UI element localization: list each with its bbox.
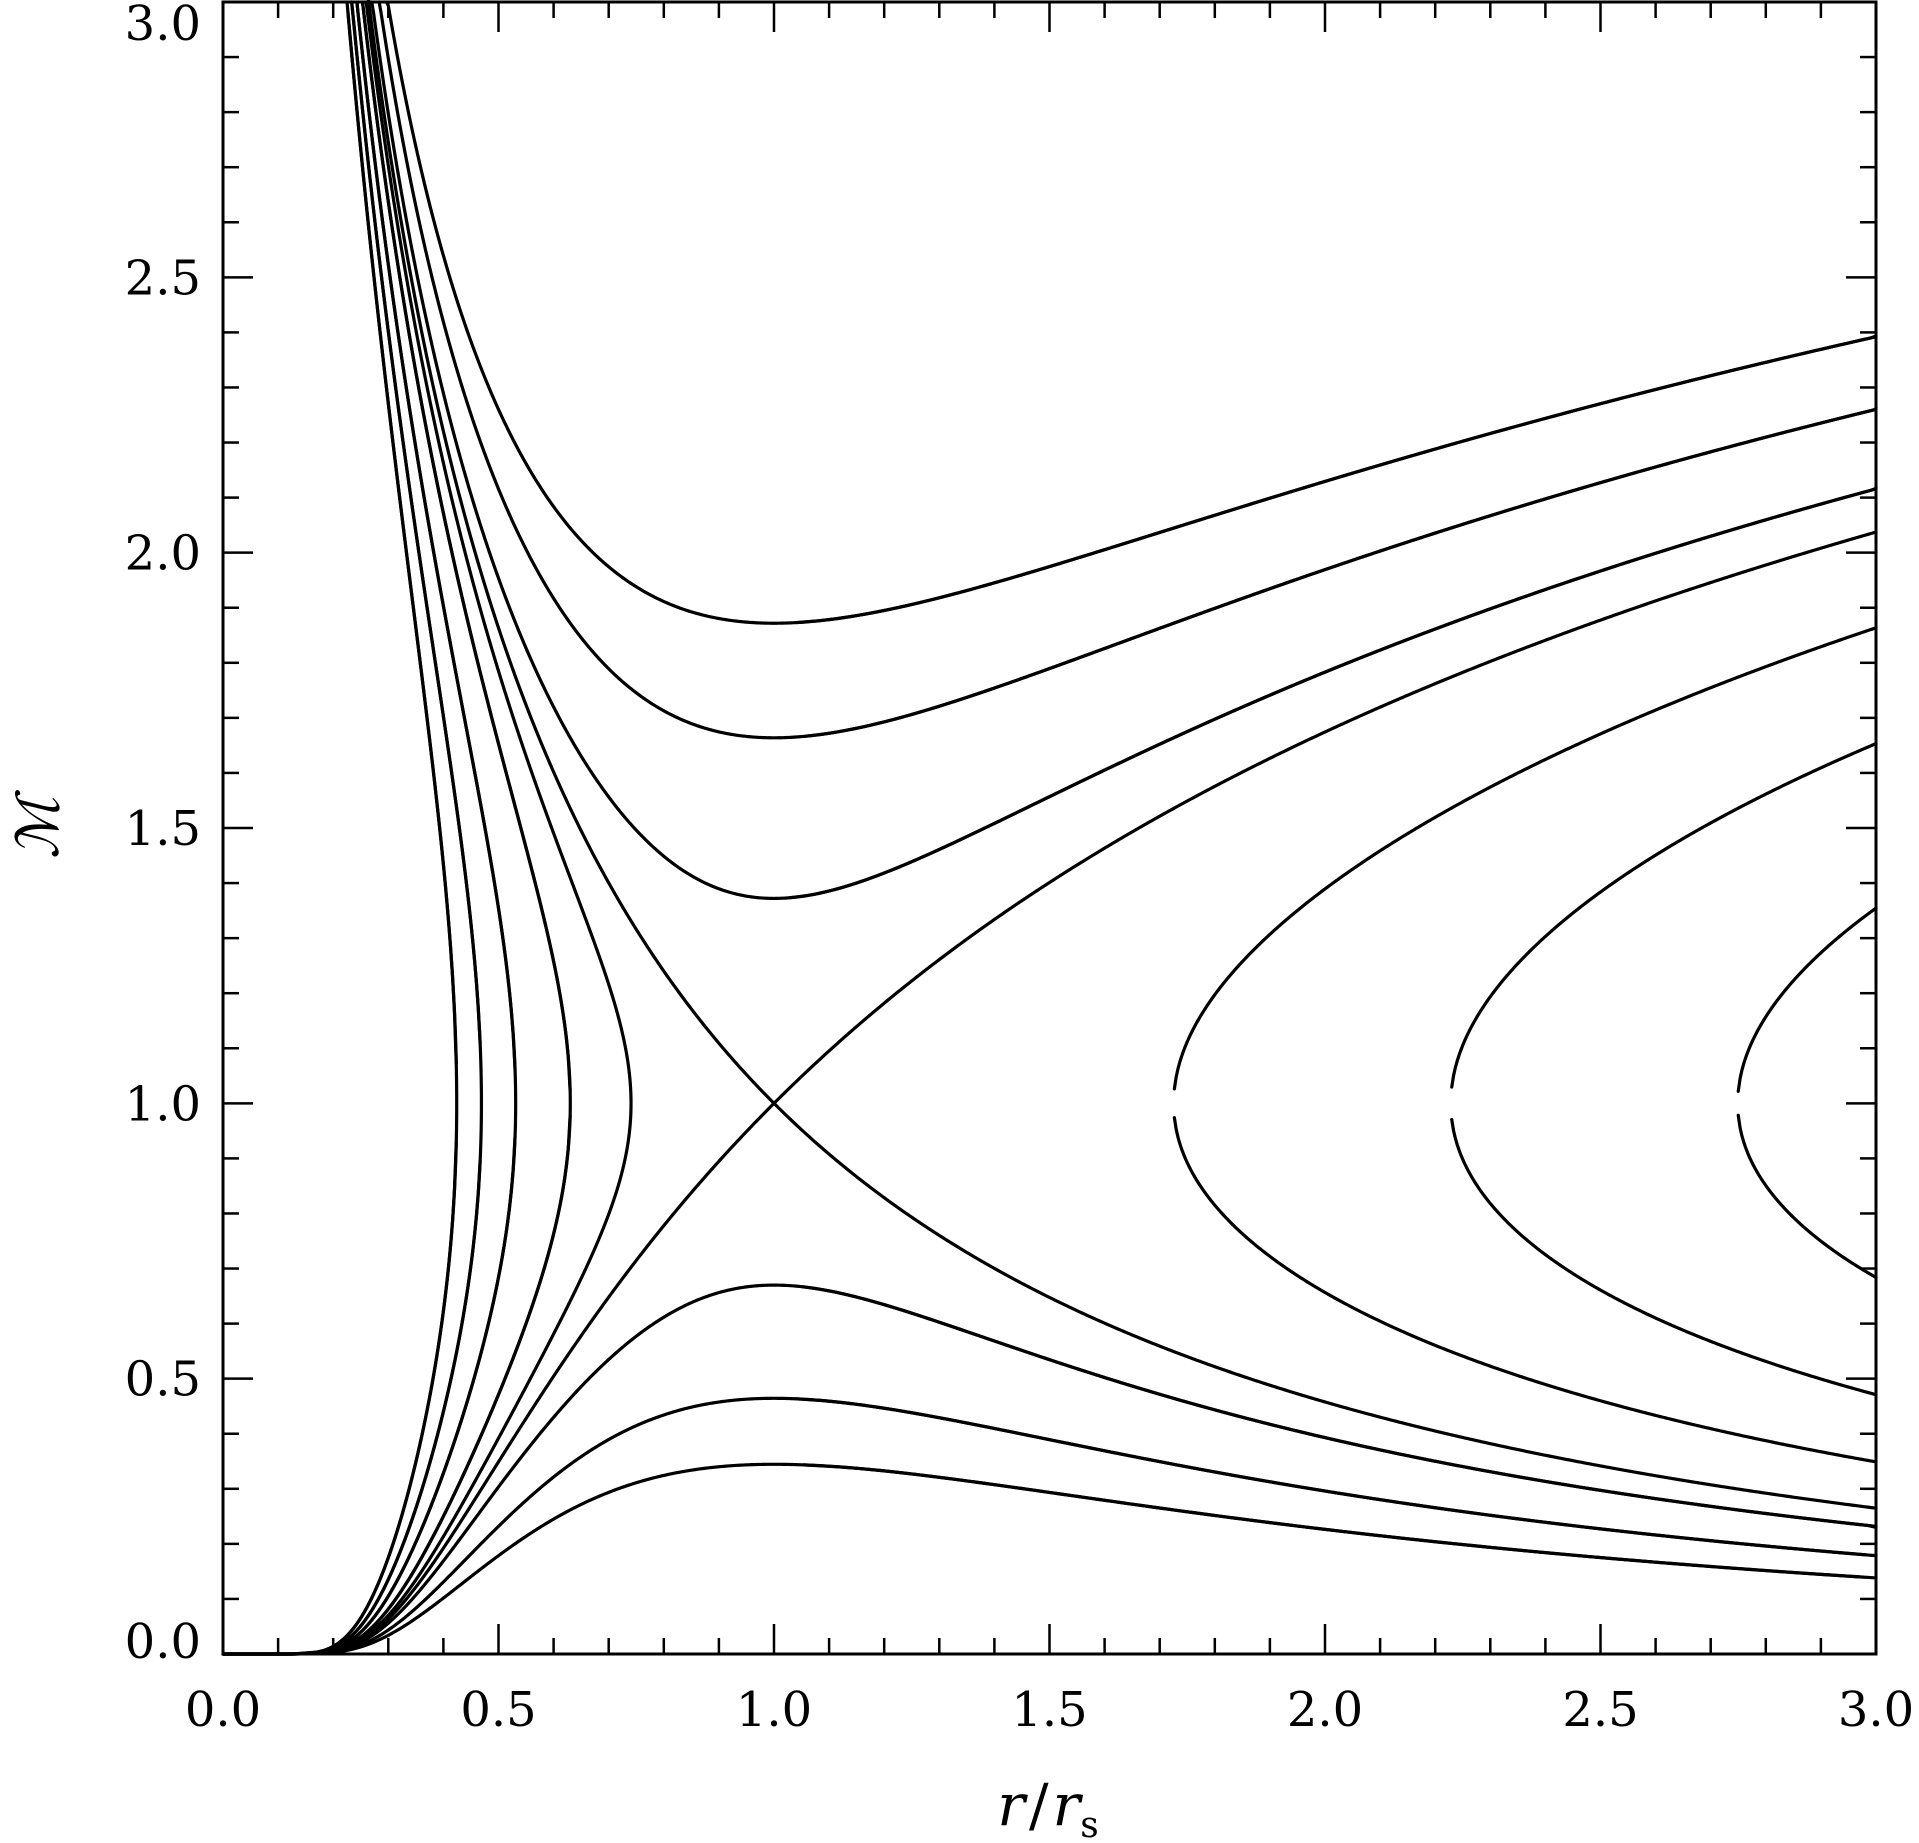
- series-7-decelerating-curve: [366, 0, 1878, 1510]
- y-tick-label: 1.5: [125, 801, 201, 857]
- x-tick-label: 1.0: [736, 1682, 812, 1738]
- series-7-accelerating-curve: [221, 530, 1878, 1656]
- x-tick-label: 2.5: [1562, 1682, 1638, 1738]
- series-8-left-curve: [290, 0, 459, 1656]
- x-tick-label: 0.0: [185, 1682, 261, 1738]
- series-13-right-curve: [788, 484, 1878, 1529]
- series-9-left-curve: [292, 0, 484, 1656]
- y-tick-label: 0.0: [125, 1614, 201, 1670]
- series-14-right-curve: [794, 406, 1878, 1557]
- x-tick-label: 0.5: [460, 1682, 536, 1738]
- series-group: [221, 0, 1878, 1656]
- series-10-left-curve: [293, 0, 518, 1656]
- series-12-left-curve: [295, 0, 633, 1656]
- y-axis-label: ℳ: [4, 789, 72, 859]
- y-tick-label: 3.0: [125, 0, 201, 52]
- x-axis-label: r/rs: [997, 1771, 1099, 1843]
- tick-marks: [221, 0, 1878, 1656]
- x-tick-label: 1.5: [1011, 1682, 1087, 1738]
- tick-labels: 0.0 0.5 1.0 1.5 2.0 2.5 3.0 0.0 0.5 1.0 1.5 2.0 2.5 3…: [125, 0, 1915, 1738]
- x-tick-label: 2.0: [1287, 1682, 1363, 1738]
- y-tick-label: 2.5: [125, 250, 201, 306]
- y-tick-label: 0.5: [125, 1352, 201, 1408]
- series-11-left-curve: [294, 0, 572, 1656]
- x-tick-label: 3.0: [1838, 1682, 1914, 1738]
- y-tick-label: 1.0: [125, 1076, 201, 1132]
- series-15-right-curve: [797, 334, 1878, 1579]
- y-tick-label: 2.0: [125, 526, 201, 582]
